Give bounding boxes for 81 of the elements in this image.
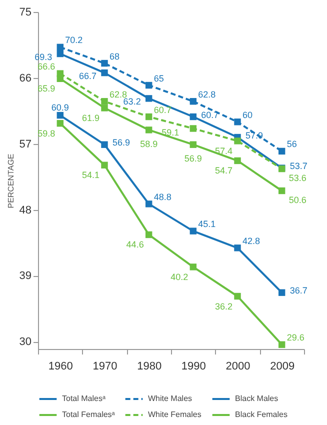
point bbox=[190, 98, 197, 105]
data-label: 44.6 bbox=[126, 240, 144, 250]
x-tick-label: 2000 bbox=[226, 360, 250, 372]
point bbox=[234, 157, 241, 164]
point bbox=[278, 148, 286, 155]
legend-label: Black Females bbox=[235, 410, 288, 419]
data-label: 65 bbox=[154, 73, 164, 84]
data-label: 40.2 bbox=[170, 272, 188, 282]
y-tick-label: 75 bbox=[19, 6, 32, 18]
point bbox=[234, 244, 241, 252]
x-tick-label: 1960 bbox=[48, 360, 73, 372]
point bbox=[101, 60, 108, 67]
data-label: 70.2 bbox=[65, 35, 83, 46]
point bbox=[145, 113, 152, 120]
data-label: 56 bbox=[286, 139, 297, 150]
point bbox=[234, 118, 241, 126]
legend-label: Total Femalesᵃ bbox=[62, 410, 116, 419]
data-label: 36.2 bbox=[214, 301, 232, 312]
data-label: 68 bbox=[110, 51, 120, 62]
data-label: 58.9 bbox=[140, 138, 158, 149]
point bbox=[56, 50, 64, 58]
x-tick-label: 1970 bbox=[92, 360, 118, 372]
data-label: 65.9 bbox=[38, 84, 56, 94]
point bbox=[56, 120, 64, 127]
x-tick-label: 2009 bbox=[270, 360, 295, 372]
point bbox=[278, 289, 286, 296]
point bbox=[56, 70, 64, 77]
point bbox=[145, 231, 152, 238]
legend-label: White Males bbox=[148, 394, 192, 403]
data-label: 45.1 bbox=[198, 219, 216, 230]
x-tick-label: 1980 bbox=[137, 360, 162, 372]
data-label: 60 bbox=[242, 110, 253, 120]
data-label: 54.1 bbox=[82, 170, 100, 180]
data-label: 53.7 bbox=[290, 161, 308, 172]
point bbox=[234, 138, 241, 144]
point bbox=[101, 69, 108, 76]
y-tick-label: 48 bbox=[19, 204, 32, 216]
data-label: 54.7 bbox=[214, 166, 232, 176]
data-label: 53.6 bbox=[288, 172, 306, 183]
point bbox=[145, 200, 152, 208]
data-label: 29.6 bbox=[286, 332, 304, 343]
point bbox=[101, 98, 108, 105]
point bbox=[190, 141, 197, 148]
point bbox=[101, 104, 108, 112]
point bbox=[101, 162, 108, 168]
point bbox=[145, 95, 152, 102]
point bbox=[190, 113, 197, 120]
data-label: 50.6 bbox=[288, 194, 306, 205]
data-label: 36.7 bbox=[290, 286, 308, 296]
data-label: 48.8 bbox=[154, 192, 172, 202]
y-tick-label: 57 bbox=[19, 138, 32, 150]
point bbox=[56, 44, 64, 51]
point bbox=[190, 228, 197, 234]
point bbox=[190, 125, 197, 132]
data-label: 42.8 bbox=[242, 236, 260, 246]
legend-label: Total Malesᵃ bbox=[62, 394, 106, 403]
y-tick-label: 66 bbox=[19, 72, 32, 84]
data-label: 60.7 bbox=[154, 104, 172, 115]
point bbox=[56, 112, 64, 119]
point bbox=[145, 126, 152, 134]
y-tick-label: 30 bbox=[19, 336, 32, 348]
y-axis-title: PERCENTAGE bbox=[6, 154, 16, 208]
legend-label: White Females bbox=[148, 410, 202, 419]
point bbox=[278, 341, 286, 348]
y-tick-label: 39 bbox=[19, 270, 32, 282]
legend-label: Black Males bbox=[235, 394, 278, 403]
point bbox=[278, 187, 286, 194]
data-label: 56.9 bbox=[184, 154, 202, 164]
point bbox=[101, 141, 108, 148]
data-label: 66.7 bbox=[78, 70, 96, 81]
point bbox=[234, 292, 241, 300]
data-label: 59.8 bbox=[38, 128, 56, 138]
data-label: 62.8 bbox=[198, 89, 216, 100]
data-label: 60.9 bbox=[51, 102, 69, 112]
data-label: 61.9 bbox=[82, 112, 100, 123]
data-label: 66.6 bbox=[38, 62, 56, 72]
data-label: 69.3 bbox=[34, 52, 52, 62]
data-label: 56.9 bbox=[112, 138, 130, 148]
point bbox=[190, 264, 197, 270]
x-tick-label: 1990 bbox=[181, 360, 206, 372]
point bbox=[145, 82, 152, 89]
